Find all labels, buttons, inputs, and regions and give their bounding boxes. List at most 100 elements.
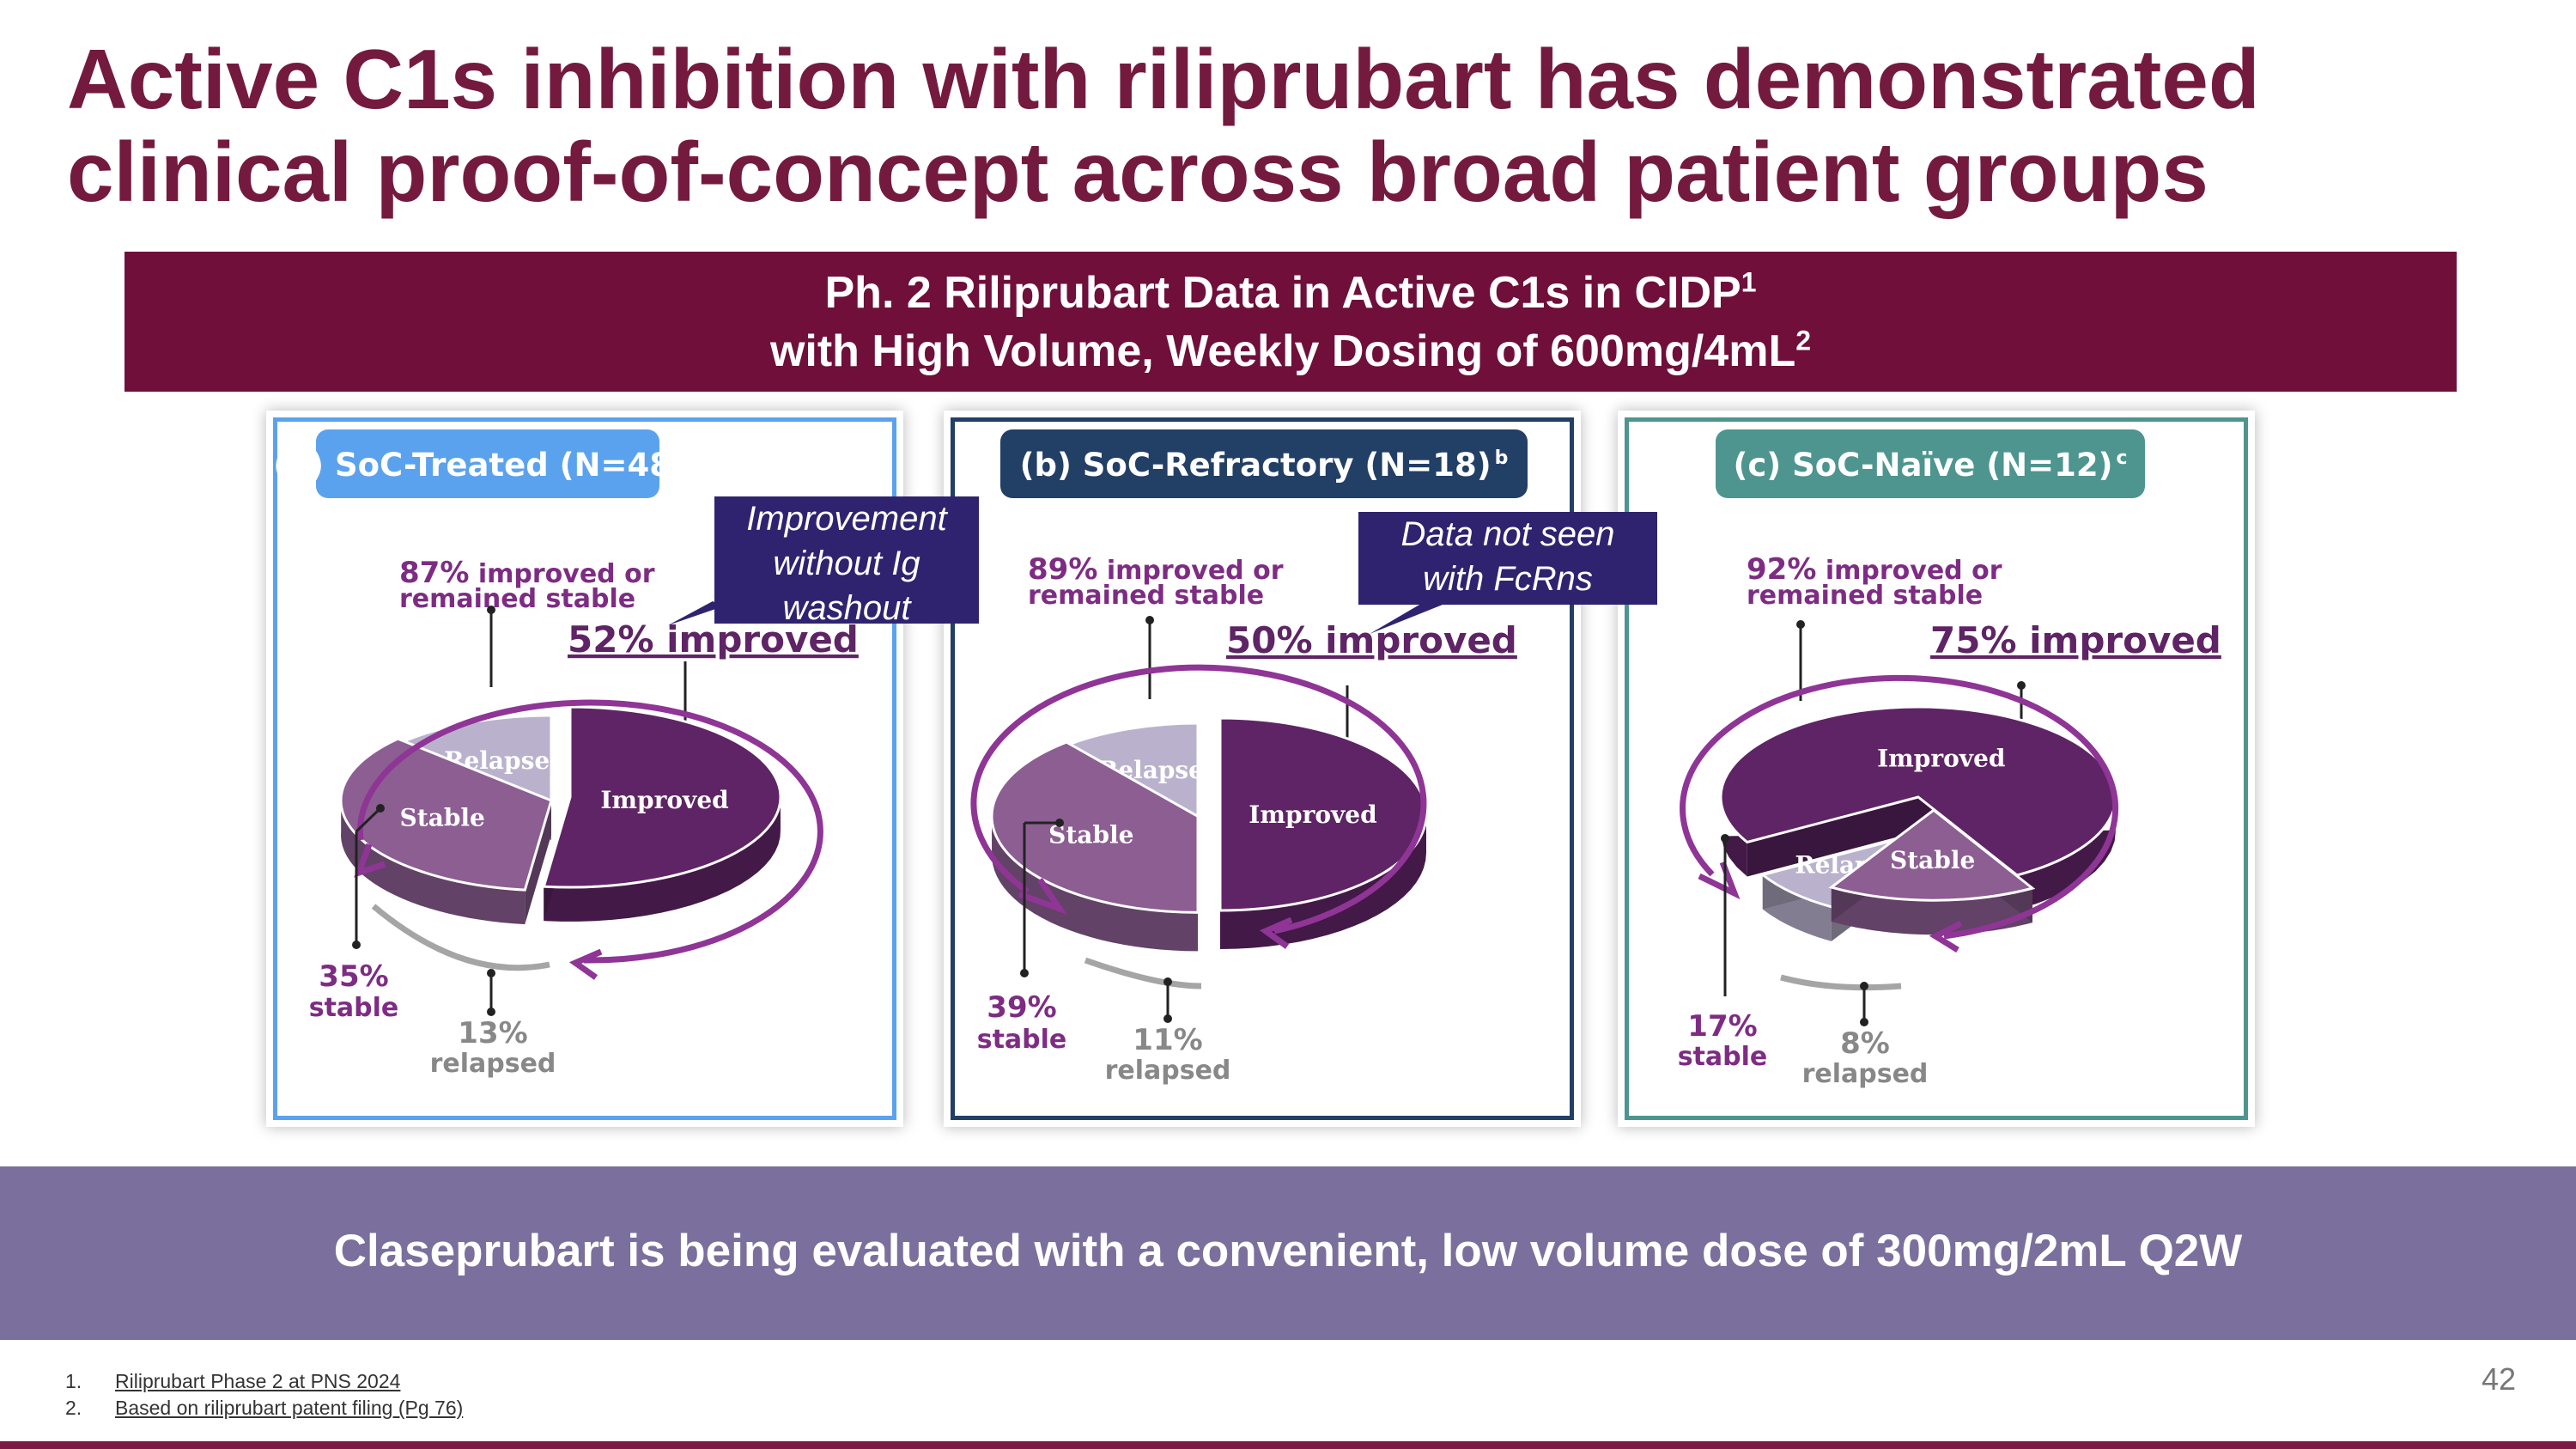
panel-title-pill [1716,429,2145,498]
relapsed-text: relapsed [430,1049,556,1079]
stable-pct: 35% [319,959,388,994]
leader-dot [2017,681,2026,690]
stable-text: stable [1678,1042,1768,1072]
improved-or-stable-label-line2: remained stable [399,584,635,614]
callout-line: without Ig [773,545,920,582]
callout-line: washout [782,589,911,627]
page-title: Active C1s inhibition with riliprubart h… [67,32,2260,219]
pie-slice-stable [339,737,553,892]
leader-dot [1796,620,1805,629]
improved-pct-label: 52% improved [568,618,859,661]
pie-label-stable: Stable [400,804,485,832]
pie-chart-soc-refractory: (b) SoC-Refractory (N=18) b 89% improved … [970,429,1528,1086]
stable-pct: 39% [987,990,1056,1025]
pie-slice-wall-improved [1747,797,1918,877]
stable-relapsed-arc [1084,957,1202,989]
pie-slice-side-improved [544,795,781,922]
pie-label-improved: Improved [1249,801,1376,829]
section-banner: Ph. 2 Riliprubart Data in Active C1s in … [125,252,2457,392]
pie-slice-side-stable [992,813,1198,952]
callout-line: with FcRns [1423,560,1593,598]
callout-line: Improvement [746,500,947,538]
footnotes: 1. Riliprubart Phase 2 at PNS 2024 2. Base… [65,1368,463,1422]
panel-soc-refractory: (b) SoC-Refractory (N=18) b 89% improved … [944,411,1581,1127]
pie-slice-improved [542,705,782,889]
improved-pct-label: 75% improved [1930,619,2221,661]
leader-dot [487,969,495,977]
arc-arrowhead [1698,861,1741,900]
leader-dot [1721,834,1729,843]
pie-slice-relapsed [1063,721,1200,822]
improved-pct-label: 50% improved [1226,619,1517,661]
bottom-rule [0,1441,2576,1449]
improved-or-stable-label: 92% improved or [1747,552,2002,587]
arc-arrowhead [568,948,603,980]
relapsed-pct: 11% [1133,1023,1202,1057]
leader-dot [1860,1018,1868,1026]
improved-or-stable-label: 87% improved or [399,556,655,590]
relapsed-text: relapsed [1802,1059,1929,1089]
footnote-link[interactable]: Based on riliprubart patent filing (Pg 7… [115,1397,464,1419]
banner-line-1-footnote: 1 [1741,266,1757,298]
bottom-banner [0,1166,2576,1340]
relapsed-pct: 13% [458,1016,527,1050]
improved-or-stable-arc [1680,674,2119,940]
leader-dot [1163,977,1172,986]
callout-pointer-left [668,601,723,625]
arc-arrowhead [354,843,386,878]
arc-arrowhead [1259,916,1293,949]
leader-line-stable [355,807,382,833]
stable-pct: 17% [1687,1009,1757,1044]
callout-pointer-right [1370,601,1451,634]
panel-title: (a) SoC-Treated (N=48) a [273,447,702,484]
improved-or-stable-label: 89% improved or [1028,552,1284,587]
arc-arrowhead [1018,878,1067,915]
banner-line-2-text: with High Volume, Weekly Dosing of 600mg… [769,326,1796,376]
leader-dot [487,606,495,614]
footnote-2: 2. Based on riliprubart patent filing (Pg… [65,1395,463,1422]
leader-dot [1020,969,1029,977]
relapsed-pct: 8% [1840,1026,1890,1061]
panel-soc-naive: (c) SoC-Naïve (N=12) c 92% improved or re… [1618,411,2255,1127]
pie-label-improved: Improved [600,786,728,814]
bottom-banner-text: Claseprubart is being evaluated with a c… [333,1226,2243,1276]
improved-or-stable-label-line2: remained stable [1747,581,1983,611]
pie-slice-side-stable [341,796,526,925]
page-number: 42 [2481,1361,2516,1397]
leader-dot [376,804,385,813]
footnote-link[interactable]: Riliprubart Phase 2 at PNS 2024 [115,1370,401,1392]
improved-or-stable-arc [970,664,1427,935]
pie-slice-side-improved [1220,814,1426,949]
relapsed-text: relapsed [1105,1056,1231,1086]
footnote-number: 1. [65,1370,82,1392]
panel-title: (c) SoC-Naïve (N=12) c [1733,447,2127,484]
footnote-1: 1. Riliprubart Phase 2 at PNS 2024 [65,1368,463,1395]
leader-dot [1163,1014,1172,1023]
stable-relapsed-arc [371,904,550,971]
pie-label-stable: Stable [1890,846,1975,874]
pie-label-improved: Improved [1877,744,2005,772]
panel-title: (b) SoC-Refractory (N=18) b [1020,447,1509,484]
leader-dot [1860,982,1868,990]
pie-slice-stable [990,740,1200,914]
panel-frame [951,417,1574,1120]
arc-arrowhead [1929,920,1963,953]
pie-slice-stable [1828,808,2036,902]
callout-line: Data not seen [1400,515,1615,553]
callout-improvement-without-ig: Improvement without Ig washout [714,496,979,627]
panel-title-pill [316,429,659,498]
stable-text: stable [977,1025,1067,1055]
improved-or-stable-arc [356,699,823,964]
leader-dot [1145,616,1154,624]
footnote-number: 2. [65,1397,82,1419]
stable-relapsed-arc [1780,974,1902,991]
banner-line-1-text: Ph. 2 Riliprubart Data in Active C1s in … [824,268,1741,318]
stable-text: stable [309,993,399,1023]
panel-frame [1625,417,2248,1120]
banner-line-2: with High Volume, Weekly Dosing of 600mg… [125,322,2457,381]
pie-chart-soc-naive: (c) SoC-Naïve (N=12) c 92% improved or re… [1678,429,2221,1089]
improved-or-stable-label-line2: remained stable [1028,581,1264,611]
pie-slice-side-stable [1831,887,2032,935]
